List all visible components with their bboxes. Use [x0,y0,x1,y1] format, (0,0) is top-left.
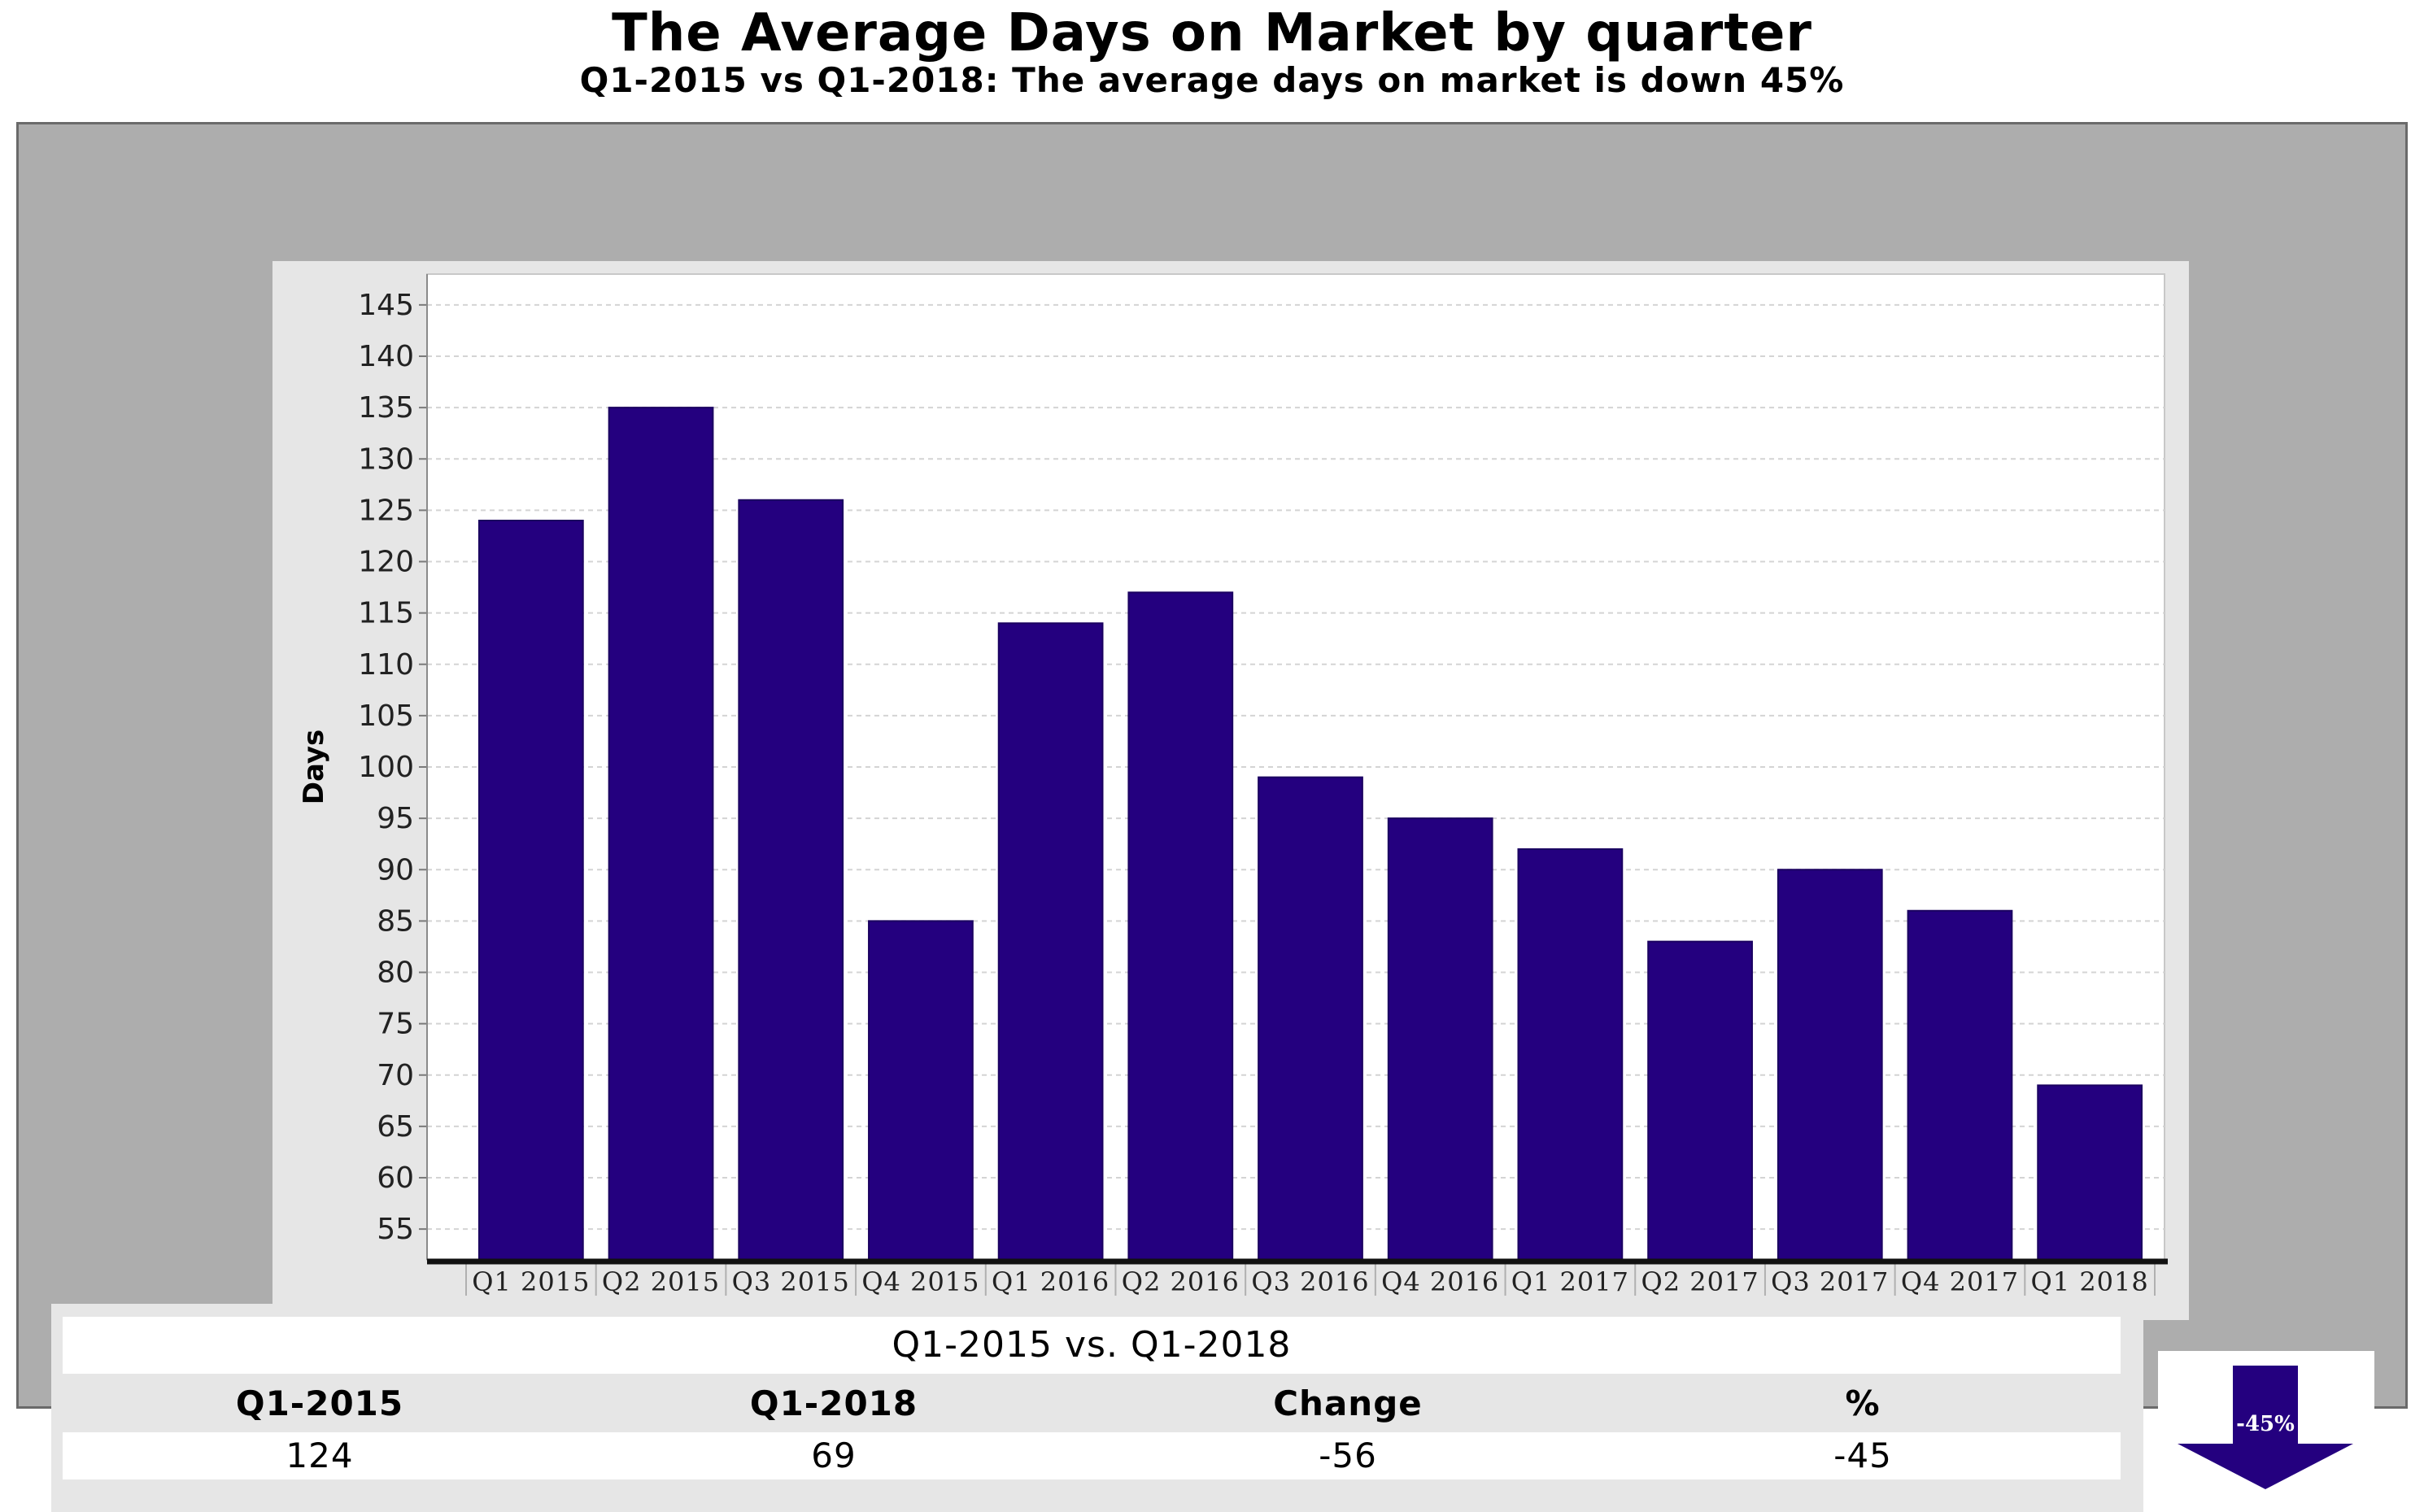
bar [868,920,974,1261]
bar [997,622,1104,1261]
summary-val-percent: -45 [1833,1436,1892,1475]
x-tick-label: Q1 2018 [2031,1266,2149,1297]
bar [477,520,584,1261]
x-tick-label: Q3 2017 [1771,1266,1889,1297]
bar [738,499,844,1261]
summary-value-row: 124 69 -56 -45 [63,1432,2121,1479]
summary-val-start: 124 [286,1436,354,1475]
chart-frame: 55 60 65 70 75 80 85 90 95 100 105 110 115 120 125 130 1… [16,122,2408,1512]
bar [2037,1084,2143,1261]
summary-col-percent: % [1845,1383,1881,1423]
bar [1387,817,1493,1261]
y-tick-label: 135 [358,391,414,425]
chart-title: The Average Days on Market by quarter [612,3,1812,63]
bar-chart: 55 60 65 70 75 80 85 90 95 100 105 110 115 120 125 130 1… [298,273,2168,1297]
y-tick-label: 95 [377,802,414,835]
badge-label: -45% [2236,1412,2295,1436]
bar [1777,869,1883,1261]
y-tick-label: 105 [358,699,414,733]
y-tick-label: 110 [358,648,414,682]
y-tick-label: 140 [358,340,414,373]
y-axis-label: Days [298,730,330,805]
y-tick-label: 115 [358,597,414,630]
chart-subtitle: Q1-2015 vs Q1-2018: The average days on … [579,60,1845,100]
chart-panel: 55 60 65 70 75 80 85 90 95 100 105 110 115 120 125 130 1… [272,261,2189,1320]
y-tick-label: 85 [377,904,414,938]
x-tick-label: Q1 2017 [1511,1266,1629,1297]
y-tick-label: 60 [377,1161,414,1195]
x-tick-label: Q2 2016 [1122,1266,1240,1297]
bar [1647,940,1753,1261]
x-tick-label: Q4 2015 [861,1266,979,1297]
summary-val-change: -56 [1319,1436,1377,1475]
y-tick-label: 145 [358,289,414,322]
summary-val-end: 69 [811,1436,857,1475]
y-tick-label: 100 [358,751,414,784]
y-tick-label: 80 [377,956,414,990]
bar [1517,848,1624,1261]
summary-col-start: Q1-2015 [235,1383,404,1423]
bar [1127,591,1234,1261]
x-tick-label: Q4 2017 [1901,1266,2019,1297]
bar [1258,776,1363,1261]
y-tick-label: 70 [377,1059,414,1092]
y-tick-label: 120 [358,546,414,579]
summary-header-row: Q1-2015 Q1-2018 Change % [63,1380,2121,1427]
x-tick-label: Q3 2015 [732,1266,850,1297]
down-arrow-icon: -45% [2178,1366,2353,1489]
x-tick-label: Q2 2015 [602,1266,720,1297]
summary-table: Q1-2015 vs. Q1-2018 Q1-2015 Q1-2018 Chan… [51,1304,2143,1512]
change-badge: -45% [2158,1351,2374,1504]
x-tick-label: Q4 2016 [1381,1266,1499,1297]
bar [608,407,714,1261]
y-tick-label: 75 [377,1008,414,1041]
x-tick-label: Q1 2015 [472,1266,590,1297]
x-tick-label: Q2 2017 [1641,1266,1759,1297]
y-tick-label: 90 [377,853,414,887]
y-tick-label: 125 [358,494,414,527]
bar [1907,909,2013,1261]
x-tick-label: Q3 2016 [1251,1266,1369,1297]
summary-col-change: Change [1273,1383,1423,1423]
y-tick-label: 65 [377,1110,414,1144]
y-tick-label: 130 [358,442,414,476]
summary-col-end: Q1-2018 [749,1383,918,1423]
x-tick-label: Q1 2016 [992,1266,1110,1297]
summary-heading: Q1-2015 vs. Q1-2018 [63,1317,2121,1374]
y-tick-label: 55 [377,1213,414,1246]
